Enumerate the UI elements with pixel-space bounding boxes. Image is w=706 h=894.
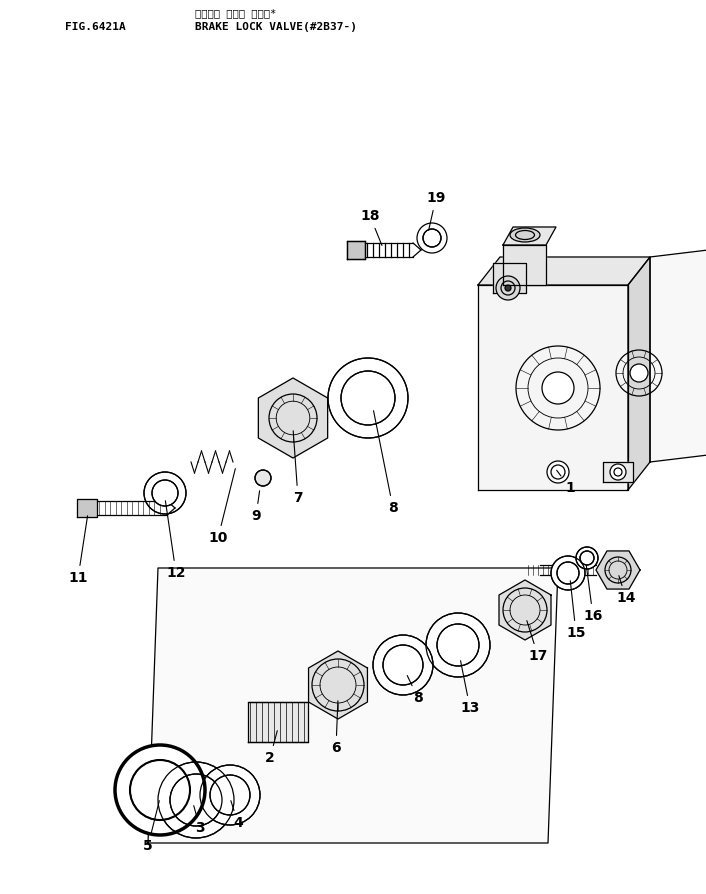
- Polygon shape: [603, 462, 633, 482]
- Circle shape: [630, 364, 648, 382]
- Polygon shape: [499, 580, 551, 640]
- Polygon shape: [503, 245, 546, 285]
- Circle shape: [130, 760, 190, 820]
- Text: 12: 12: [165, 501, 186, 580]
- Polygon shape: [248, 702, 308, 742]
- Circle shape: [542, 372, 574, 404]
- Text: 13: 13: [460, 661, 479, 715]
- Text: 1: 1: [556, 470, 575, 495]
- Text: 3: 3: [193, 805, 205, 835]
- Text: 15: 15: [566, 581, 586, 640]
- Polygon shape: [628, 257, 650, 490]
- Circle shape: [505, 285, 511, 291]
- Text: 7: 7: [293, 431, 303, 505]
- Polygon shape: [478, 285, 628, 490]
- Circle shape: [496, 276, 520, 300]
- Text: BRAKE LOCK VALVE(#2B37-): BRAKE LOCK VALVE(#2B37-): [195, 22, 357, 32]
- Text: 9: 9: [251, 491, 261, 523]
- Circle shape: [557, 562, 579, 584]
- Circle shape: [426, 613, 490, 677]
- Circle shape: [144, 472, 186, 514]
- Circle shape: [547, 461, 569, 483]
- Text: 18: 18: [360, 209, 382, 246]
- Polygon shape: [309, 651, 367, 719]
- Circle shape: [255, 470, 271, 486]
- Polygon shape: [148, 568, 558, 843]
- Text: 6: 6: [331, 701, 341, 755]
- Circle shape: [328, 358, 408, 438]
- Circle shape: [576, 547, 598, 569]
- Circle shape: [341, 371, 395, 425]
- Polygon shape: [478, 257, 650, 285]
- Circle shape: [152, 480, 178, 506]
- Text: 5: 5: [143, 801, 160, 853]
- Circle shape: [200, 765, 260, 825]
- Circle shape: [210, 775, 250, 815]
- Text: 19: 19: [426, 191, 445, 231]
- Polygon shape: [596, 551, 640, 589]
- Polygon shape: [650, 250, 706, 462]
- Text: 14: 14: [616, 576, 635, 605]
- Text: ブレーキ ロック バルブ*: ブレーキ ロック バルブ*: [195, 8, 276, 18]
- Text: 10: 10: [208, 468, 235, 545]
- Circle shape: [610, 464, 626, 480]
- Text: FIG.6421A: FIG.6421A: [65, 22, 126, 32]
- Text: 2: 2: [265, 730, 277, 765]
- Circle shape: [437, 624, 479, 666]
- Circle shape: [551, 556, 585, 590]
- Text: 11: 11: [68, 516, 88, 585]
- Circle shape: [373, 635, 433, 695]
- Circle shape: [115, 745, 205, 835]
- Polygon shape: [347, 241, 365, 259]
- Text: 17: 17: [527, 620, 548, 663]
- Text: 8: 8: [373, 410, 398, 515]
- Polygon shape: [77, 499, 97, 517]
- Circle shape: [423, 229, 441, 247]
- Circle shape: [580, 551, 594, 565]
- Circle shape: [170, 774, 222, 826]
- Text: 4: 4: [231, 801, 243, 830]
- Polygon shape: [258, 378, 328, 458]
- Circle shape: [383, 645, 423, 685]
- Circle shape: [158, 762, 234, 838]
- Text: 8: 8: [407, 676, 423, 705]
- Ellipse shape: [510, 228, 540, 242]
- Circle shape: [417, 223, 447, 253]
- Polygon shape: [493, 263, 526, 293]
- Text: 16: 16: [583, 566, 603, 623]
- Polygon shape: [503, 227, 556, 245]
